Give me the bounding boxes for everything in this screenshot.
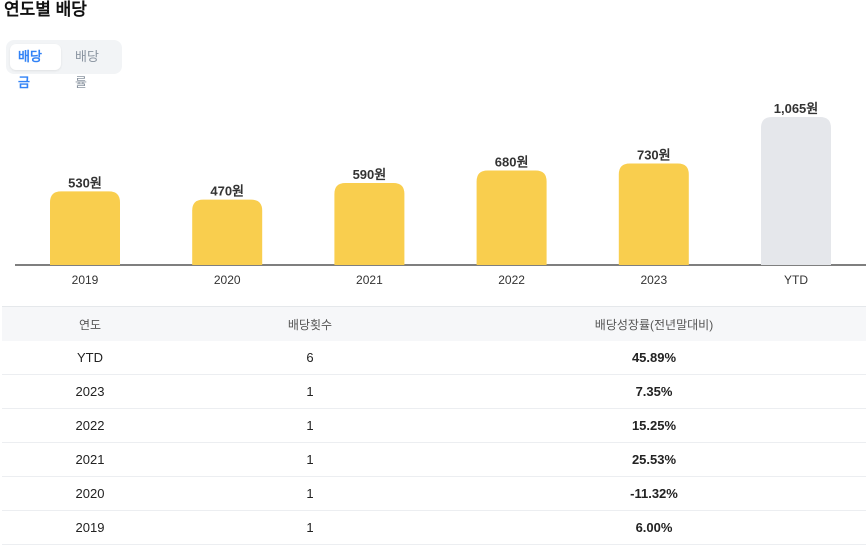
x-tick-label: 2021	[356, 273, 383, 287]
cell-count: 1	[178, 476, 442, 511]
bar-value-label: 470원	[210, 184, 244, 199]
table-row: 2023 1 7.35%	[2, 374, 866, 409]
bar-2020	[192, 199, 263, 265]
section-title: 연도별 배당	[4, 0, 87, 19]
dividend-bar-chart: 530원 2019 470원 2020 590원 2021 680원 2022 730원 2023…	[15, 101, 866, 287]
cell-growth: 6.00%	[442, 510, 866, 545]
bar-2022	[476, 170, 547, 265]
bar-value-label: 680원	[495, 155, 529, 170]
cell-year: 2020	[2, 476, 178, 511]
bar-value-label: 1,065원	[774, 101, 819, 116]
tab-dividend-amount[interactable]: 배당금	[10, 44, 61, 90]
tab-dividend-yield[interactable]: 배당률	[75, 49, 99, 90]
cell-growth: 25.53%	[442, 442, 866, 477]
cell-year: YTD	[2, 341, 178, 375]
cell-growth: 15.25%	[442, 408, 866, 443]
x-tick-label: 2023	[640, 273, 667, 287]
x-tick-label: 2019	[72, 273, 99, 287]
tab-group: 배당금 배당률	[6, 40, 122, 90]
cell-year: 2023	[2, 374, 178, 409]
x-tick-label: 2020	[214, 273, 241, 287]
bar-value-label: 590원	[353, 167, 387, 182]
header-count: 배당횟수	[178, 306, 442, 341]
bar-value-label: 730원	[637, 148, 671, 163]
table-row: 2022 1 15.25%	[2, 408, 866, 443]
cell-growth: 45.89%	[442, 341, 866, 375]
bar-value-label: 530원	[68, 175, 102, 190]
cell-count: 1	[178, 510, 442, 545]
cell-growth: 7.35%	[442, 374, 866, 409]
bar-2023	[618, 163, 689, 265]
cell-year: 2022	[2, 408, 178, 443]
cell-count: 6	[178, 341, 442, 375]
x-tick-label: YTD	[784, 273, 808, 287]
bar-ytd	[761, 117, 831, 265]
cell-count: 1	[178, 442, 442, 477]
cell-count: 1	[178, 374, 442, 409]
cell-year: 2021	[2, 442, 178, 477]
table-row: YTD 6 45.89%	[2, 341, 866, 375]
dividend-table: 연도 배당횟수 배당성장률(전년말대비) YTD 6 45.89% 2023 1…	[2, 306, 866, 545]
table-header-row: 연도 배당횟수 배당성장률(전년말대비)	[2, 306, 866, 341]
bar-2021	[334, 183, 405, 265]
cell-count: 1	[178, 408, 442, 443]
table-row: 2019 1 6.00%	[2, 510, 866, 545]
x-tick-label: 2022	[498, 273, 525, 287]
header-growth: 배당성장률(전년말대비)	[442, 306, 866, 341]
bar-2019	[50, 191, 120, 265]
table-row: 2021 1 25.53%	[2, 442, 866, 477]
cell-growth: -11.32%	[442, 476, 866, 511]
header-year: 연도	[2, 306, 178, 341]
cell-year: 2019	[2, 510, 178, 545]
table-row: 2020 1 -11.32%	[2, 476, 866, 511]
